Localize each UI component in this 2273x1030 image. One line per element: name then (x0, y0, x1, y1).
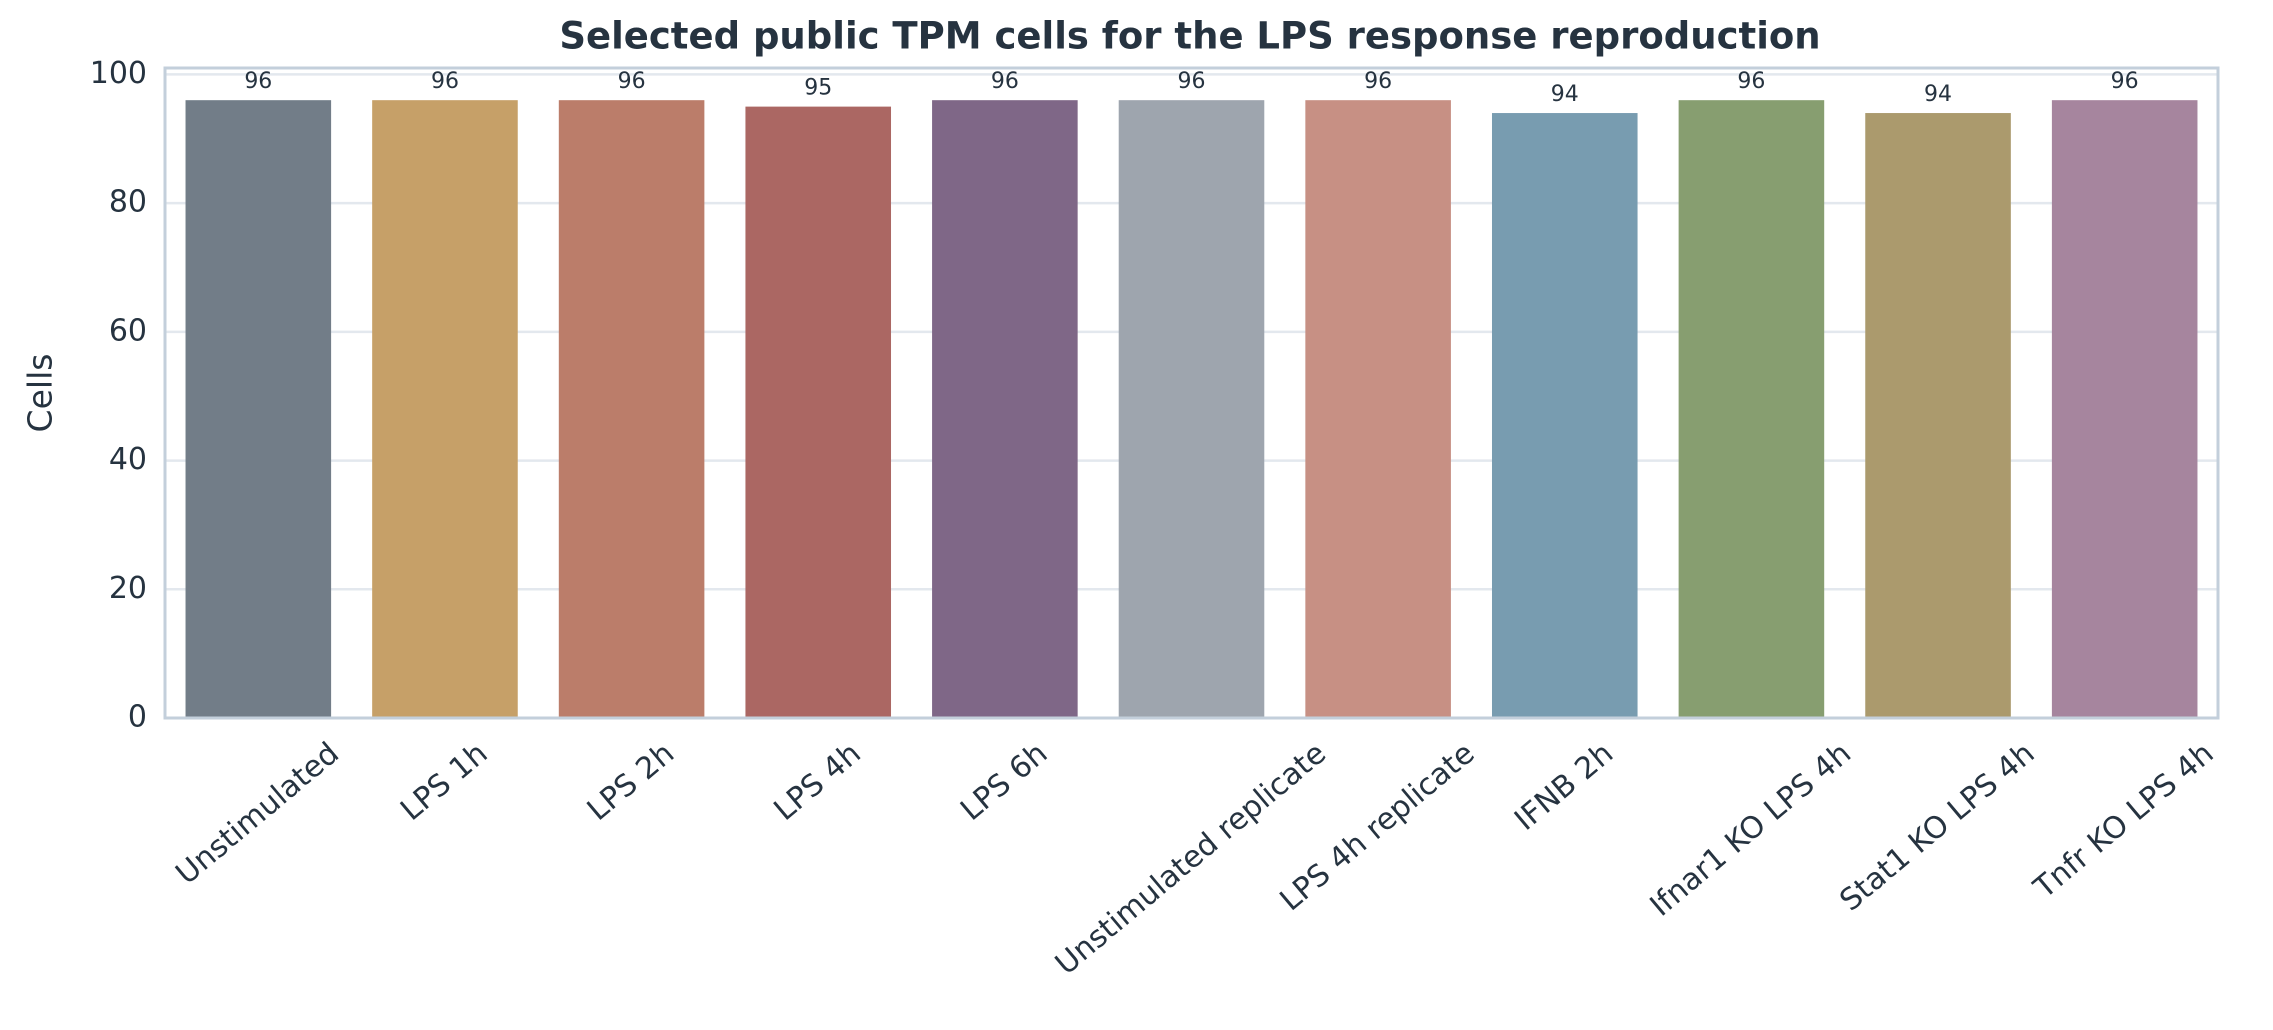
plot-frame (163, 66, 2220, 720)
bar (1865, 113, 2011, 719)
x-tick-label: LPS 2h (581, 736, 681, 828)
value-label: 96 (1178, 69, 1206, 94)
bar (1305, 100, 1451, 718)
value-label: 96 (431, 69, 459, 94)
bar (1491, 113, 1638, 719)
value-label: 96 (991, 69, 1019, 94)
y-tick-label: 100 (90, 56, 147, 91)
x-tick-label: IFNB 2h (1508, 736, 1620, 838)
y-tick-label: 40 (109, 442, 147, 477)
x-tick-label: LPS 6h (954, 736, 1054, 828)
x-tick-label: LPS 1h (394, 736, 494, 828)
y-tick-label: 60 (109, 313, 147, 348)
bar (558, 100, 705, 718)
value-label: 96 (2111, 69, 2139, 94)
x-tick-label: Unstimulated replicate (1049, 736, 1333, 982)
bar (2051, 100, 2198, 718)
bar (1678, 100, 1825, 718)
x-tick-label: Tnfr KO LPS 4h (2027, 736, 2221, 906)
value-label: 96 (1737, 69, 1765, 94)
value-label: 96 (1364, 69, 1392, 94)
value-label: 96 (618, 69, 646, 94)
x-tick-label: Ifnar1 KO LPS 4h (1644, 736, 1858, 924)
value-label: 96 (244, 69, 272, 94)
value-label: 94 (1551, 82, 1579, 107)
bar (185, 100, 332, 718)
y-tick-label: 80 (109, 185, 147, 220)
x-tick-label: Stat1 KO LPS 4h (1833, 736, 2041, 919)
value-label: 95 (804, 76, 832, 101)
value-label: 94 (1924, 82, 1952, 107)
bar (372, 100, 518, 718)
bar (1118, 100, 1265, 718)
y-tick-label: 0 (128, 700, 147, 735)
bar (745, 106, 892, 718)
y-axis-label: Cells (21, 354, 60, 433)
x-tick-label: Unstimulated (169, 736, 345, 892)
chart-title: Selected public TPM cells for the LPS re… (559, 15, 1820, 58)
bar (932, 100, 1078, 718)
x-tick-label: LPS 4h (767, 736, 867, 828)
y-tick-label: 20 (109, 571, 147, 606)
